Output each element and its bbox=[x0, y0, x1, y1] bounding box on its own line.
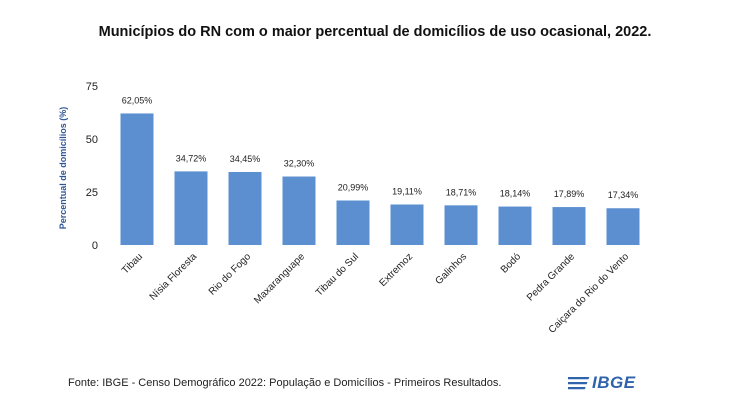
data-label: 32,30% bbox=[284, 159, 315, 169]
data-label: 19,11% bbox=[392, 186, 422, 196]
ibge-logo-icon bbox=[568, 377, 590, 390]
x-tick-label: Bodó bbox=[499, 251, 524, 276]
y-tick-label: 50 bbox=[86, 134, 98, 146]
data-label: 34,45% bbox=[230, 154, 261, 164]
data-label: 18,71% bbox=[446, 187, 477, 197]
data-label: 17,89% bbox=[554, 189, 585, 199]
y-axis-label-group: Percentual de domicílios (%) bbox=[58, 107, 68, 230]
bars bbox=[120, 113, 640, 245]
x-tick-labels: Tibau Nísia Floresta Rio do Fogo Maxarangua… bbox=[120, 251, 632, 336]
data-label: 17,34% bbox=[608, 190, 639, 200]
x-tick-label: Extremoz bbox=[377, 251, 415, 289]
x-tick-label: Rio do Fogo bbox=[207, 251, 254, 298]
chart-title: Municípios do RN com o maior percentual … bbox=[98, 24, 652, 40]
bar bbox=[174, 171, 208, 245]
ibge-logo: IBGE bbox=[568, 373, 636, 393]
y-tick-label: 0 bbox=[92, 240, 98, 252]
x-tick-label: Tibau do Sul bbox=[314, 251, 361, 298]
bar bbox=[336, 200, 370, 245]
bar bbox=[390, 204, 424, 245]
y-tick-label: 25 bbox=[86, 187, 98, 199]
bar bbox=[228, 171, 262, 245]
y-tick-labels: 0 25 50 75 bbox=[86, 81, 98, 252]
x-tick-label: Maxaranguape bbox=[252, 251, 307, 306]
data-label: 62,05% bbox=[122, 95, 153, 105]
y-axis-label: Percentual de domicílios (%) bbox=[58, 107, 68, 230]
bar bbox=[444, 205, 478, 245]
data-label: 18,14% bbox=[500, 189, 531, 199]
data-label: 34,72% bbox=[176, 153, 207, 163]
source-note: Fonte: IBGE - Censo Demográfico 2022: Po… bbox=[68, 377, 502, 389]
y-tick-label: 75 bbox=[86, 81, 98, 93]
x-tick-label: Nísia Floresta bbox=[148, 251, 200, 303]
bar bbox=[120, 113, 154, 245]
bar bbox=[498, 206, 532, 245]
bar bbox=[606, 208, 640, 245]
bar bbox=[552, 207, 586, 245]
data-label: 20,99% bbox=[338, 183, 369, 193]
bar bbox=[282, 176, 316, 245]
data-labels: 62,05% 34,72% 34,45% 32,30% 20,99% 19,11% 18,7… bbox=[122, 95, 639, 200]
x-tick-label: Tibau bbox=[120, 251, 145, 276]
x-tick-label: Pedra Grande bbox=[525, 251, 578, 304]
ibge-logo-text: IBGE bbox=[592, 373, 636, 392]
x-tick-label: Galinhos bbox=[433, 251, 469, 287]
